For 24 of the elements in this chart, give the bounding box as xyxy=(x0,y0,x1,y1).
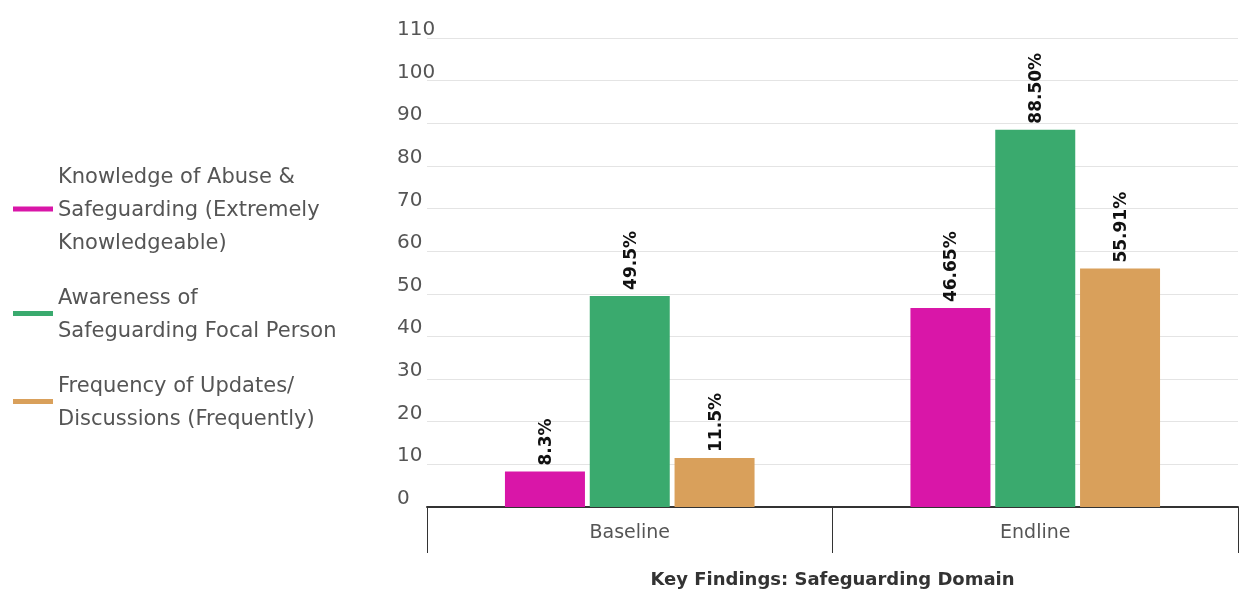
y-tick-label: 100 xyxy=(397,58,436,83)
data-label: 88.50% xyxy=(1025,52,1046,124)
y-tick-label: 30 xyxy=(397,357,423,382)
legend-label: Frequency of Updates/Discussions (Frequently) xyxy=(58,373,315,430)
y-tick-label: 70 xyxy=(397,186,423,211)
y-tick-label: 20 xyxy=(397,399,423,424)
y-tick-label: 90 xyxy=(397,101,423,126)
legend-label: Awareness of Safeguarding Focal Person xyxy=(58,285,337,342)
data-label: 49.5% xyxy=(619,230,640,290)
y-tick-label: 110 xyxy=(397,16,436,40)
y-tick-label: 40 xyxy=(397,314,423,339)
x-tick-label: Baseline xyxy=(589,519,671,542)
legend-label: Knowledge of Abuse & Safeguarding (Extremely Knowledgeable) xyxy=(58,164,327,254)
y-tick-label: 10 xyxy=(397,442,423,467)
data-label: 46.65% xyxy=(940,231,961,303)
y-tick-label: 0 xyxy=(397,485,410,509)
y-tick-label: 60 xyxy=(397,229,423,254)
data-label: 8.3% xyxy=(534,418,555,466)
x-tick-label: Endline xyxy=(1000,519,1071,542)
x-axis-title: Key Findings: Safeguarding Domain xyxy=(650,567,1015,589)
data-label: 55.91% xyxy=(1110,191,1131,263)
data-label: 11.5% xyxy=(704,392,725,452)
y-tick-label: 50 xyxy=(397,271,423,296)
y-tick-label: 80 xyxy=(397,143,423,168)
